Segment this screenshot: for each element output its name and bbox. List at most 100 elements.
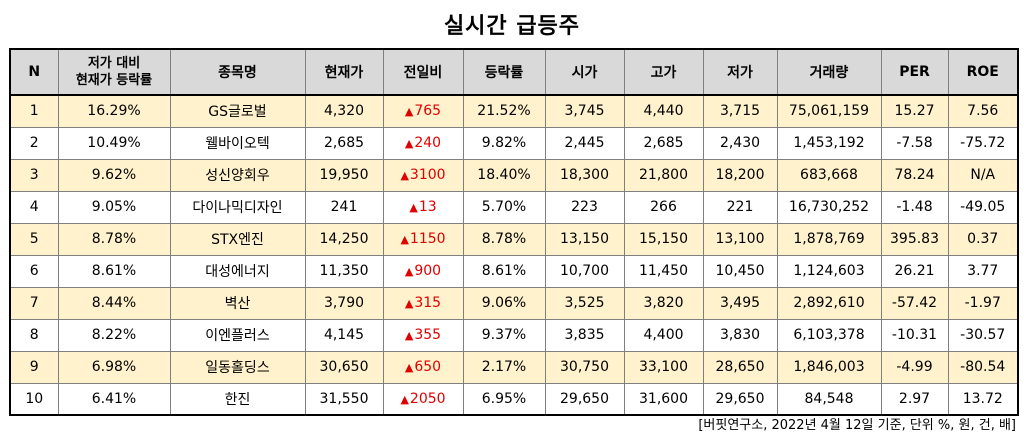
cell-high: 11,450 [623, 254, 704, 288]
cell-rate: 2.17% [462, 350, 546, 384]
cell-price: 2,685 [304, 126, 384, 160]
cell-per: -1.48 [880, 190, 949, 224]
cell-open: 18,300 [544, 158, 625, 192]
cell-name: 이엔플러스 [169, 318, 306, 352]
cell-price: 241 [304, 190, 384, 224]
change-value: 765 [414, 103, 442, 120]
cell-roe: -30.57 [947, 318, 1019, 352]
cell-roe: 13.72 [947, 382, 1019, 416]
cell-name: 한진 [169, 382, 306, 416]
cell-open: 29,650 [544, 382, 625, 416]
cell-name: STX엔진 [169, 222, 306, 256]
cell-per: -4.99 [880, 350, 949, 384]
header-volume: 거래량 [776, 48, 882, 96]
table-row: 6 8.61% 대성에너지 11,350 ▲900 8.61% 10,700 11,450 10… [9, 254, 1019, 288]
cell-low: 2,430 [702, 126, 778, 160]
cell-change: ▲240 [382, 126, 464, 160]
cell-price: 19,950 [304, 158, 384, 192]
cell-change: ▲315 [382, 286, 464, 320]
cell-change: ▲355 [382, 318, 464, 352]
up-arrow-icon: ▲ [404, 329, 414, 342]
cell-name: 웰바이오텍 [169, 126, 306, 160]
cell-volume: 1,453,192 [776, 126, 882, 160]
cell-name: 성신양회우 [169, 158, 306, 192]
up-arrow-icon: ▲ [400, 169, 409, 182]
cell-volume: 16,730,252 [776, 190, 882, 224]
header-per: PER [880, 48, 949, 96]
cell-price: 31,550 [304, 382, 384, 416]
cell-change: ▲13 [382, 190, 464, 224]
cell-n: 7 [9, 286, 59, 320]
cell-high: 33,100 [623, 350, 704, 384]
cell-change: ▲900 [382, 254, 464, 288]
cell-volume: 75,061,159 [776, 94, 882, 128]
up-arrow-icon: ▲ [404, 265, 414, 278]
cell-open: 2,445 [544, 126, 625, 160]
cell-rate: 9.37% [462, 318, 546, 352]
table-header-row: N 저가 대비 현재가 등락률 종목명 현재가 전일비 등락률 시가 고가 저가… [9, 48, 1019, 96]
cell-change: ▲3100 [382, 158, 464, 192]
cell-low-ratio: 10.49% [57, 126, 171, 160]
cell-price: 14,250 [304, 222, 384, 256]
page-title: 실시간 급등주 [443, 14, 581, 39]
cell-open: 3,835 [544, 318, 625, 352]
cell-name: GS글로벌 [169, 94, 306, 128]
cell-high: 2,685 [623, 126, 704, 160]
cell-rate: 9.06% [462, 286, 546, 320]
up-arrow-icon: ▲ [409, 201, 418, 214]
header-low-ratio: 저가 대비 현재가 등락률 [57, 48, 171, 96]
cell-change: ▲1150 [382, 222, 464, 256]
cell-price: 4,320 [304, 94, 384, 128]
header-rate: 등락률 [462, 48, 546, 96]
cell-roe: 3.77 [947, 254, 1019, 288]
table-row: 5 8.78% STX엔진 14,250 ▲1150 8.78% 13,150 15,150 1… [9, 222, 1019, 256]
cell-low: 3,495 [702, 286, 778, 320]
cell-n: 8 [9, 318, 59, 352]
cell-roe: N/A [947, 158, 1019, 192]
cell-low: 29,650 [702, 382, 778, 416]
up-arrow-icon: ▲ [404, 137, 414, 150]
cell-high: 4,440 [623, 94, 704, 128]
header-low-ratio-line2: 현재가 등락률 [75, 73, 153, 88]
cell-per: 15.27 [880, 94, 949, 128]
cell-high: 4,400 [623, 318, 704, 352]
cell-volume: 2,892,610 [776, 286, 882, 320]
cell-open: 223 [544, 190, 625, 224]
cell-per: 26.21 [880, 254, 949, 288]
table-row: 7 8.44% 벽산 3,790 ▲315 9.06% 3,525 3,820 3,495 2,8… [9, 286, 1019, 320]
cell-low-ratio: 16.29% [57, 94, 171, 128]
up-arrow-icon: ▲ [404, 297, 414, 310]
header-low-ratio-line1: 저가 대비 [87, 56, 141, 71]
table-row: 3 9.62% 성신양회우 19,950 ▲3100 18.40% 18,300 21,800… [9, 158, 1019, 192]
header-roe: ROE [947, 48, 1019, 96]
cell-volume: 1,124,603 [776, 254, 882, 288]
table-row: 4 9.05% 다이나믹디자인 241 ▲13 5.70% 223 266 221 16,730,… [9, 190, 1019, 224]
cell-low-ratio: 8.44% [57, 286, 171, 320]
cell-volume: 6,103,378 [776, 318, 882, 352]
footnote: [버핏연구소, 2022년 4월 12일 기준, 단위 %, 원, 건, 배] [698, 418, 1016, 433]
cell-n: 6 [9, 254, 59, 288]
header-price: 현재가 [304, 48, 384, 96]
cell-name: 벽산 [169, 286, 306, 320]
cell-rate: 5.70% [462, 190, 546, 224]
cell-price: 30,650 [304, 350, 384, 384]
cell-low-ratio: 9.62% [57, 158, 171, 192]
cell-low-ratio: 6.98% [57, 350, 171, 384]
cell-n: 3 [9, 158, 59, 192]
cell-per: -10.31 [880, 318, 949, 352]
change-value: 13 [418, 199, 437, 215]
cell-low: 28,650 [702, 350, 778, 384]
header-open: 시가 [544, 48, 625, 96]
up-arrow-icon: ▲ [400, 233, 409, 246]
cell-rate: 21.52% [462, 94, 546, 128]
cell-n: 9 [9, 350, 59, 384]
cell-open: 3,525 [544, 286, 625, 320]
cell-per: -57.42 [880, 286, 949, 320]
cell-low: 221 [702, 190, 778, 224]
cell-rate: 8.78% [462, 222, 546, 256]
cell-open: 3,745 [544, 94, 625, 128]
cell-high: 15,150 [623, 222, 704, 256]
cell-change: ▲650 [382, 350, 464, 384]
cell-per: 2.97 [880, 382, 949, 416]
up-arrow-icon: ▲ [404, 361, 414, 374]
